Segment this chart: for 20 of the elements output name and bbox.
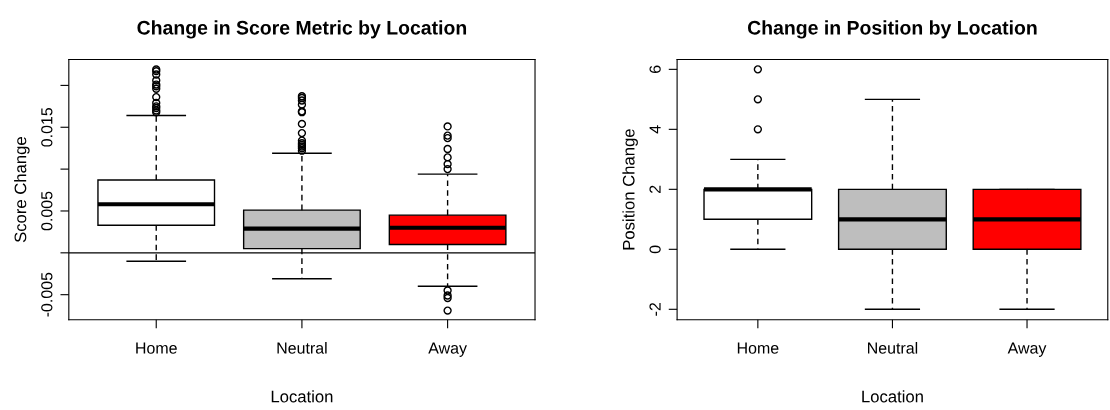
x-tick-label: Neutral xyxy=(868,342,918,354)
x-tick-label: Home xyxy=(136,342,177,354)
y-tick-label: -0.005 xyxy=(41,272,53,317)
x-tick-label: Away xyxy=(428,342,467,357)
y-axis-title: Position Change xyxy=(622,129,638,250)
y-tick-label: 2 xyxy=(649,185,661,193)
y-tick-label: -2 xyxy=(649,303,661,316)
y-axis-title: Score Change xyxy=(14,137,30,243)
y-tick-label: 0 xyxy=(649,245,661,254)
chart-title: Change in Position by Location xyxy=(747,20,1037,39)
y-tick-label: 6 xyxy=(649,65,661,73)
x-tick-label: Neutral xyxy=(277,342,327,354)
x-tick-label: Home xyxy=(737,342,779,354)
y-tick-label: 4 xyxy=(649,125,661,134)
chart-title: Change in Score Metric by Location xyxy=(137,20,467,39)
x-tick-label: Away xyxy=(1007,342,1047,357)
x-axis-title: Location xyxy=(862,390,923,403)
y-tick-label: 0.015 xyxy=(41,107,53,147)
x-axis-title: Location xyxy=(271,390,333,403)
y-tick-label: 0.005 xyxy=(41,191,53,231)
